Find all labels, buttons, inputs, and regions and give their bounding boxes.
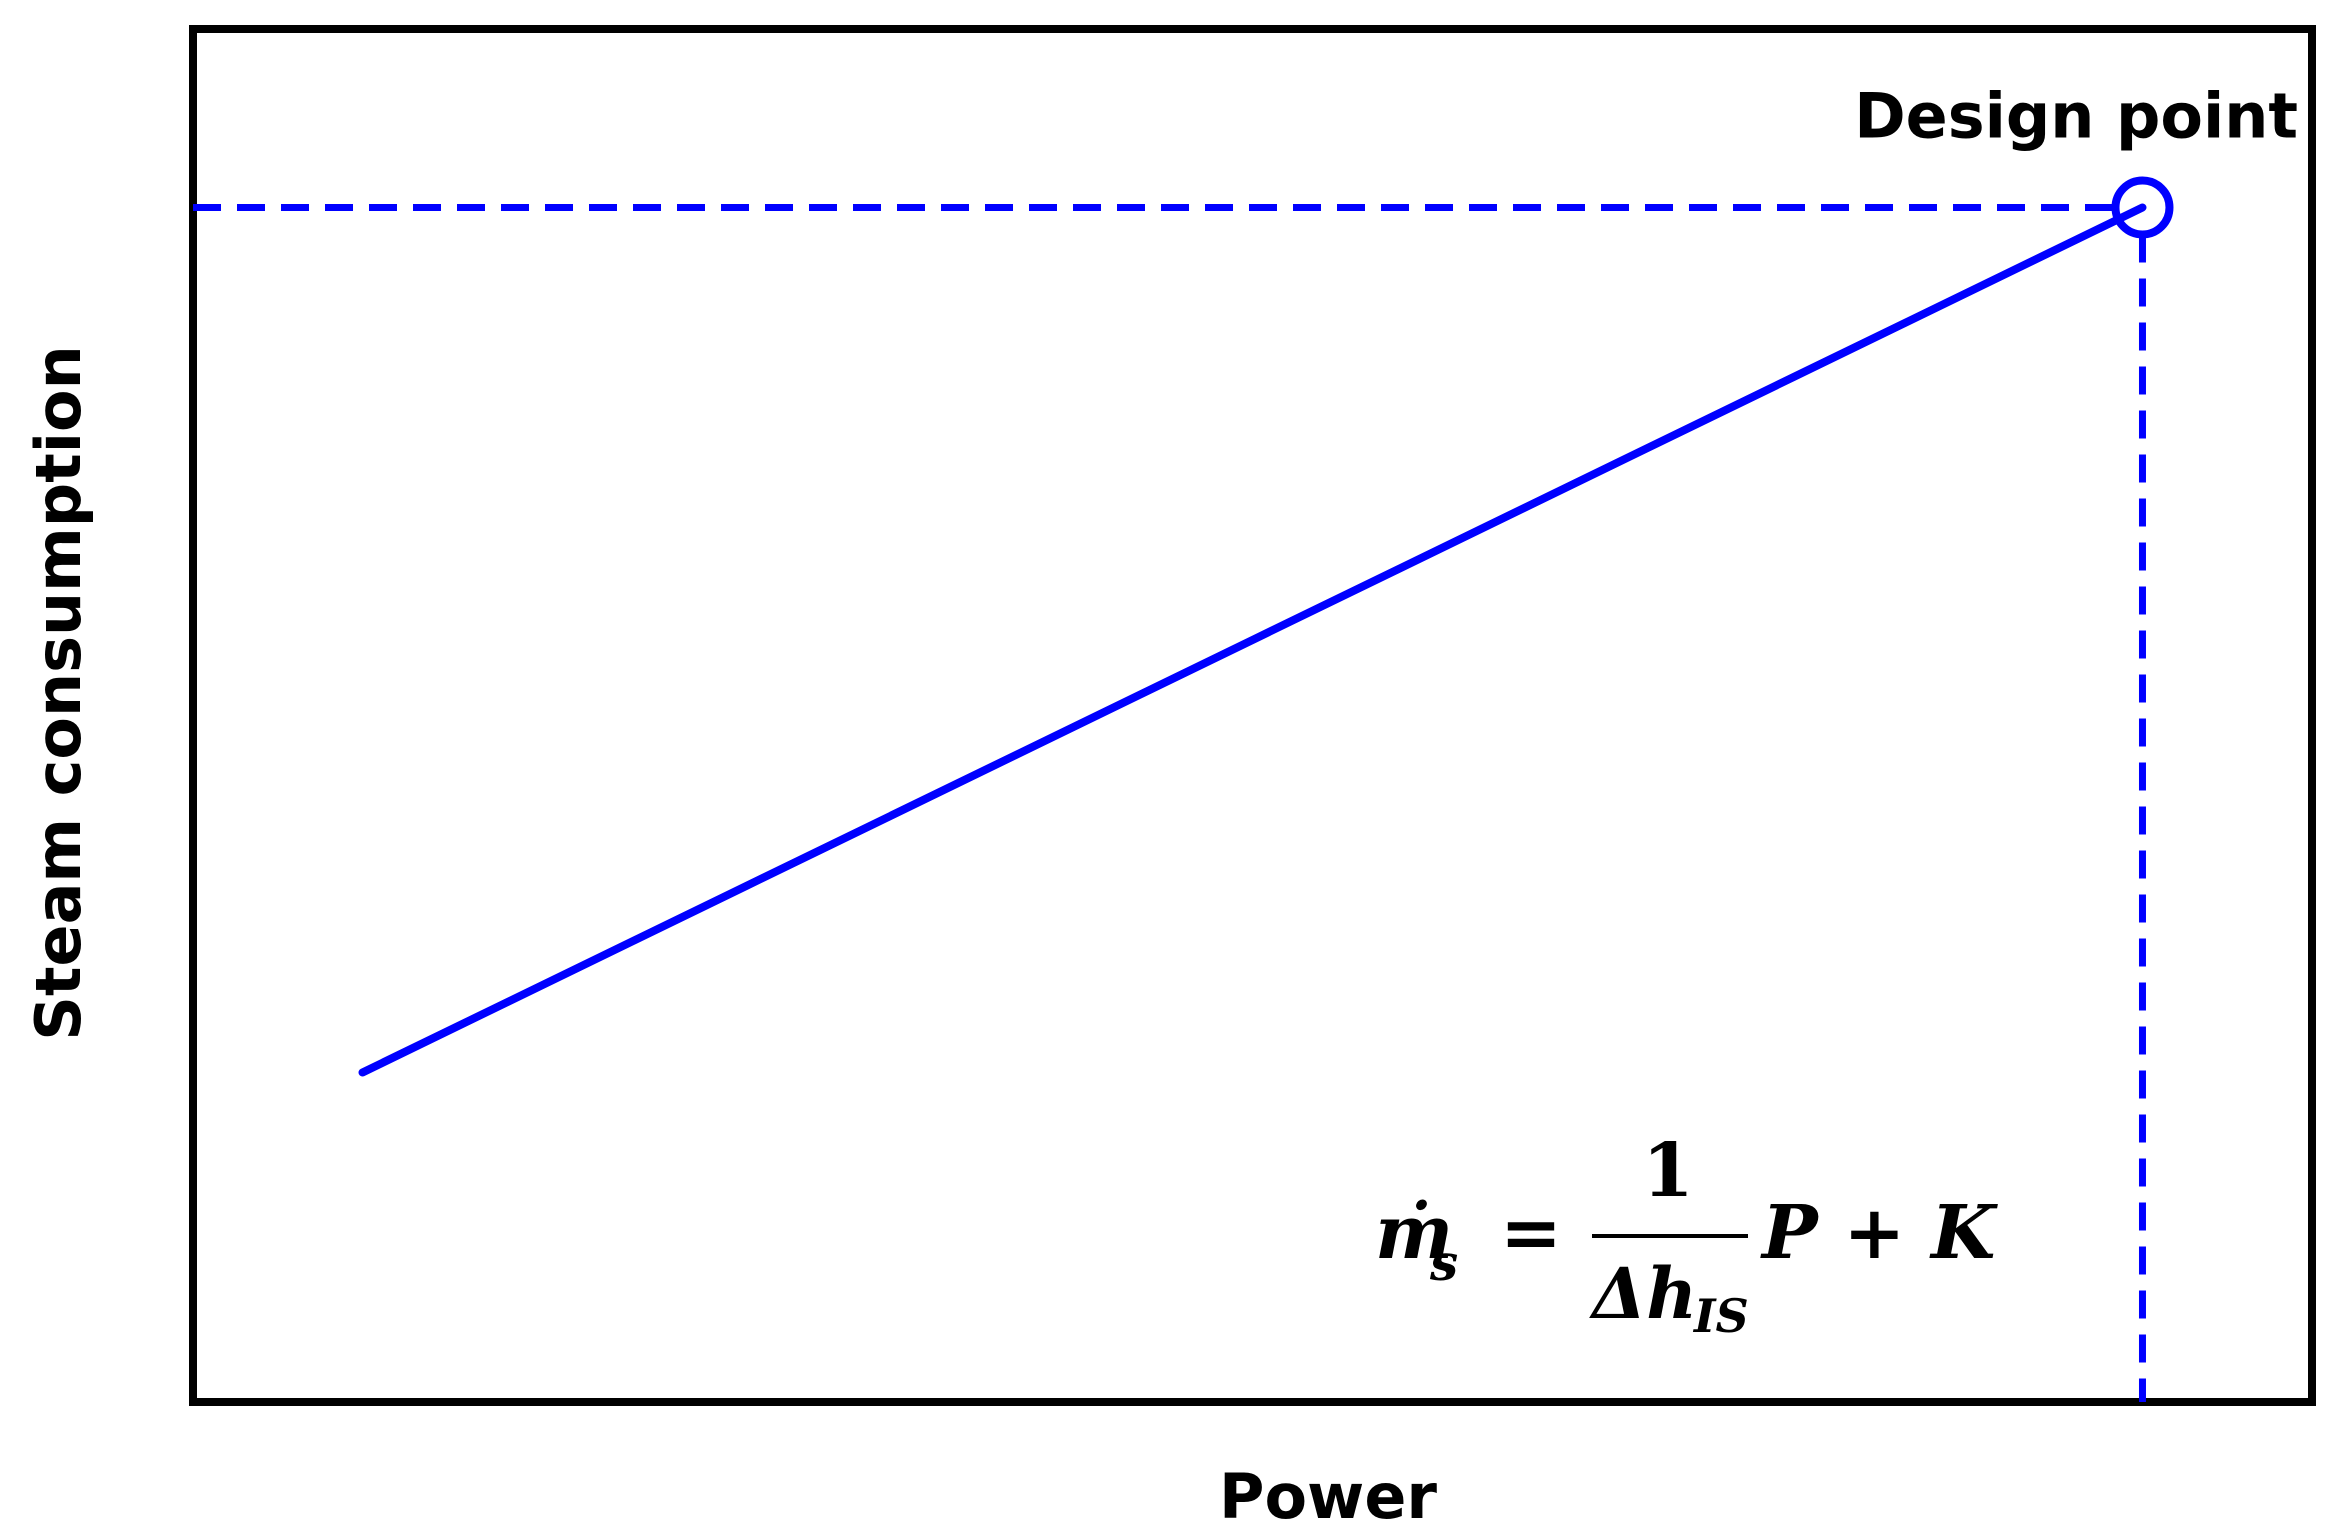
equation-denominator-symbol: Δh	[1589, 1252, 1697, 1335]
equation-denominator-subscript: IS	[1692, 1289, 1749, 1343]
equation-lhs-subscript: s	[1429, 1233, 1458, 1292]
equation-rhs: P + K	[1760, 1190, 1998, 1276]
y-axis-title: Steam consumption	[22, 345, 95, 1041]
equation-lhs-symbol: ṁ	[1375, 1190, 1453, 1276]
design-point-marker	[2111, 176, 2174, 239]
steam-consumption-line	[358, 203, 2147, 1077]
x-axis-title: Power	[1219, 1460, 1437, 1533]
plot-frame	[189, 25, 2316, 1406]
design-point-label: Design point	[1854, 79, 2298, 152]
equation-numerator: 1	[1642, 1128, 1694, 1214]
equation-equals: =	[1500, 1190, 1562, 1276]
steam-equation: ṁ s = 1 Δh IS P + K	[1375, 1128, 1998, 1343]
